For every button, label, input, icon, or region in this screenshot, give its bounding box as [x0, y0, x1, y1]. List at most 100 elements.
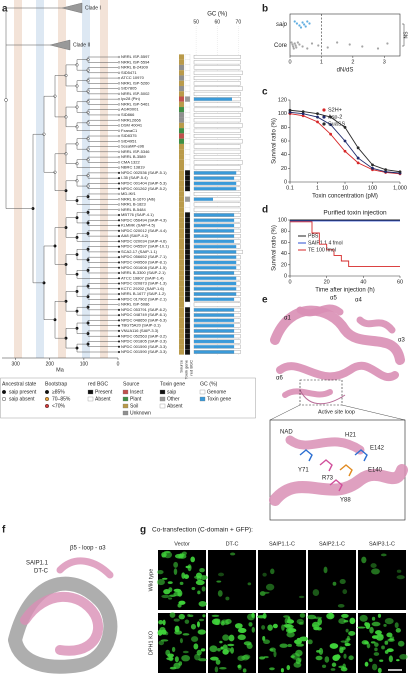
cell	[162, 577, 168, 580]
point	[343, 125, 347, 129]
leaf-label: NRRL B-24309	[121, 65, 149, 70]
cell	[370, 563, 377, 569]
leaf-label: AA8 (SAIP-4.2)	[121, 233, 149, 238]
toxin-cell	[184, 138, 191, 145]
genome-gc-bar	[193, 55, 241, 59]
active-site-box	[299, 379, 343, 406]
leaf-dot	[117, 77, 121, 80]
legend-label: Soil	[130, 403, 138, 409]
source-cell	[179, 291, 184, 297]
leaf-label: NRRL ISP-5461	[121, 101, 150, 106]
cell	[158, 620, 164, 625]
cell	[269, 648, 274, 651]
toxin-gc-bar	[194, 250, 237, 254]
toxin-cell	[184, 101, 191, 108]
cell	[299, 613, 306, 618]
toxin-cell	[184, 164, 191, 171]
structure-label: Y88	[340, 498, 351, 504]
leaf-label: TBG75A20 (SAIP-3.1)	[121, 323, 161, 328]
leaf-label: NRRL B-3589	[121, 154, 147, 159]
source-cell	[179, 217, 184, 223]
cell	[293, 661, 302, 668]
point	[336, 41, 339, 44]
source-cell	[179, 286, 184, 292]
y-tick-label: 60	[281, 138, 287, 144]
cell	[333, 654, 341, 660]
cell	[219, 640, 223, 644]
toxin-gc-bar	[194, 245, 237, 249]
toxin-cell	[184, 180, 191, 187]
toxin-gc-bar	[194, 187, 237, 191]
panel-label: e	[262, 295, 268, 306]
genome-gc-bar	[193, 70, 243, 75]
point	[306, 20, 309, 23]
cell	[214, 666, 219, 673]
cell	[187, 613, 191, 617]
leaf-dot	[117, 113, 121, 116]
point	[292, 47, 295, 50]
legend-swatch	[45, 397, 50, 402]
cell	[198, 618, 205, 622]
cell	[179, 638, 183, 644]
column-label: Source	[179, 359, 184, 372]
cell	[178, 600, 186, 605]
toxin-gc-bar	[194, 297, 235, 301]
leaf-label: NPDC 001262 (SAIP-5.2)	[121, 186, 167, 191]
leaf-label: FxanaC1	[121, 128, 138, 133]
legend-swatch	[122, 396, 129, 402]
toxin-cell	[184, 64, 191, 71]
toxin-cell	[184, 264, 191, 271]
legend-swatch	[122, 389, 129, 395]
point	[293, 20, 296, 23]
y-tick-label: 40	[281, 251, 287, 257]
cell	[397, 640, 405, 647]
cell	[262, 572, 267, 577]
cell	[307, 614, 317, 620]
toxin-gc-bar	[194, 308, 235, 312]
leaf-dot	[117, 340, 121, 343]
leaf-label: NRRL ISP-5597	[121, 54, 150, 59]
cell	[185, 565, 191, 569]
x-tick-label: 0	[288, 279, 291, 285]
point	[306, 47, 309, 50]
toxin-gc-bar	[194, 260, 237, 264]
helix-ribbon	[276, 361, 399, 381]
side-chain	[339, 464, 353, 477]
toxin-cell	[184, 85, 191, 92]
point	[384, 168, 388, 172]
cell	[295, 643, 305, 647]
cell	[384, 640, 389, 645]
cell	[330, 668, 336, 671]
leaf-dot	[117, 235, 121, 238]
cell	[280, 668, 284, 673]
toxin-gc-bar	[194, 334, 235, 338]
cell	[164, 631, 169, 636]
leaf-label: SID8375	[121, 133, 137, 138]
panel-label: b	[262, 4, 268, 15]
helix-ribbon	[269, 464, 408, 506]
cell	[374, 647, 378, 652]
cell	[174, 553, 184, 559]
leaf-label: lyc28 (Pin)	[121, 96, 141, 101]
x-tick-label: 70	[236, 19, 242, 25]
cell	[343, 653, 347, 659]
cell	[158, 640, 165, 646]
clade-triangle	[61, 2, 83, 14]
point	[295, 46, 298, 49]
cell	[371, 568, 380, 575]
structure-label: Y71	[298, 468, 309, 474]
genome-gc-bar	[193, 149, 241, 154]
cell	[342, 663, 346, 670]
x-tick-label: 40	[360, 279, 366, 285]
leaf-label: NPDC 001608 (SAIP-1.5)	[121, 265, 167, 270]
cell	[217, 647, 221, 652]
cell	[199, 567, 205, 573]
ribbon	[8, 576, 118, 674]
cell	[211, 614, 220, 617]
toxin-gc-bar	[194, 339, 235, 343]
source-cell	[179, 54, 184, 60]
legend-label: SAIP1.1 4 fmol	[308, 240, 343, 246]
y-tick-label: 20	[281, 262, 287, 268]
toxin-gc-bar	[194, 213, 235, 217]
cell	[222, 634, 230, 641]
